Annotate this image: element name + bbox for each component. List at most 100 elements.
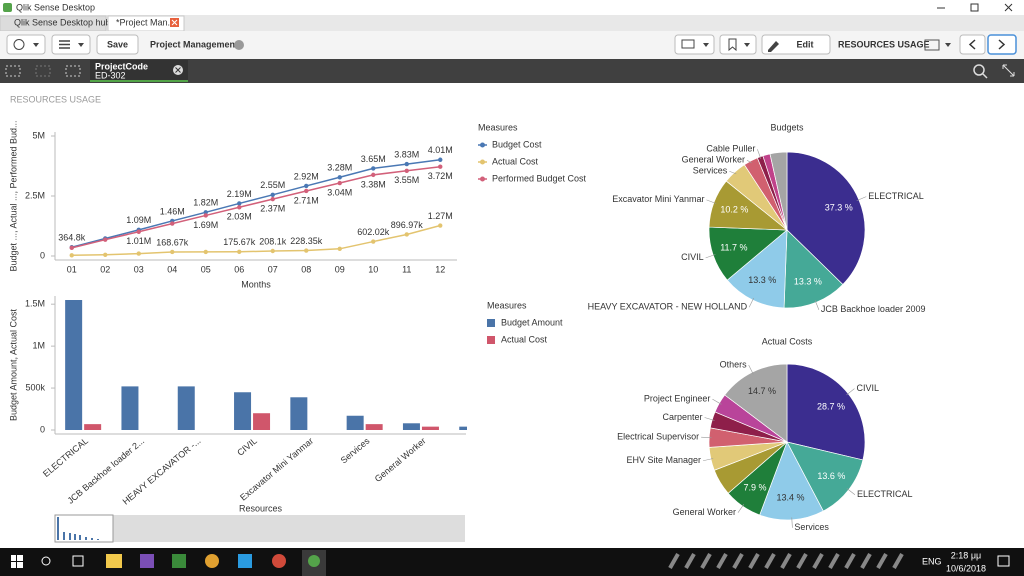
taskbar-app[interactable] <box>172 554 186 568</box>
legend-marker <box>480 142 485 148</box>
leader-line <box>704 417 715 421</box>
slice-value-label: 13.4 % <box>777 492 805 502</box>
bar <box>346 415 364 430</box>
legend-title: Measures <box>478 122 518 132</box>
data-point <box>237 205 242 210</box>
bar <box>421 426 439 430</box>
data-label: 168.67k <box>156 237 189 247</box>
prev-sheet[interactable] <box>959 34 986 55</box>
x-tick-label: 06 <box>234 264 244 274</box>
x-tick-label: Services <box>339 435 372 465</box>
slice-category-label: Others <box>720 359 748 369</box>
app-info[interactable] <box>234 40 244 50</box>
legend-swatch <box>487 336 495 344</box>
search[interactable] <box>973 64 985 76</box>
data-point <box>337 175 342 180</box>
data-label: 3.83M <box>394 149 419 159</box>
next-sheet[interactable] <box>987 34 1017 55</box>
slice-category-label: HEAVY EXCAVATOR - NEW HOLLAND <box>588 302 748 312</box>
window-title: Qlik Sense Desktop <box>16 2 95 12</box>
data-point <box>237 201 242 206</box>
data-point <box>69 253 74 258</box>
data-point <box>203 210 208 215</box>
tab-label: *Project Man... <box>116 17 175 27</box>
data-point <box>103 252 108 257</box>
icon <box>681 39 695 49</box>
slice-category-label: EHV Site Manager <box>627 455 702 465</box>
slice-category-label: General Worker <box>682 155 745 165</box>
data-point <box>304 248 309 253</box>
save-button[interactable] <box>96 34 139 55</box>
edit-button[interactable] <box>761 34 831 55</box>
leader-line <box>748 364 754 375</box>
app-name: Project Management <box>150 39 238 49</box>
slice-value-label: 7.9 % <box>743 483 766 493</box>
data-label: 3.28M <box>327 163 352 173</box>
x-tick-label: 05 <box>201 264 211 274</box>
sheet-title: RESOURCES USAGE <box>10 94 101 104</box>
data-label: 3.38M <box>361 179 386 189</box>
nav-button[interactable] <box>6 34 46 55</box>
slice-category-label: Project Engineer <box>644 394 711 404</box>
data-point <box>69 245 74 251</box>
legend-label: Budget Amount <box>501 317 563 327</box>
legend-label: Performed Budget Cost <box>492 173 587 183</box>
legend-label: Actual Cost <box>501 334 548 344</box>
tab-bar <box>0 15 1024 31</box>
leader-line <box>705 254 716 259</box>
chart-title: Actual Costs <box>762 336 813 346</box>
pie-slice <box>769 151 788 231</box>
data-point <box>438 164 443 169</box>
bar <box>365 424 383 430</box>
data-point <box>371 166 376 171</box>
taskbar-app[interactable] <box>272 554 286 568</box>
close[interactable] <box>1004 3 1013 12</box>
scrollbar[interactable] <box>55 515 465 542</box>
start-button[interactable] <box>11 555 23 568</box>
search-button[interactable] <box>41 556 51 566</box>
leader-line <box>729 170 737 175</box>
taskbar-app[interactable] <box>308 555 320 567</box>
taskbar-app[interactable] <box>140 554 154 568</box>
data-point <box>270 192 275 197</box>
y-axis-label: Budget Amount, Actual Cost <box>8 308 18 421</box>
x-tick-label: ELECTRICAL <box>41 436 90 479</box>
legend-label: Budget Cost <box>492 139 542 149</box>
data-point <box>371 172 376 178</box>
legend-title: Measures <box>487 300 527 310</box>
sheet-icon[interactable] <box>924 39 940 51</box>
selection-field: ProjectCode <box>95 61 148 71</box>
leader-line <box>737 504 745 513</box>
clock-date: 10/6/2018 <box>946 563 986 573</box>
slice-value-label: 13.3 % <box>748 275 776 285</box>
data-point <box>304 188 309 194</box>
slice-category-label: CIVIL <box>681 252 704 262</box>
slice-category-label: ELECTRICAL <box>857 489 913 499</box>
data-label: 2.92M <box>294 171 319 181</box>
data-point <box>371 239 376 244</box>
data-label: 2.55M <box>260 180 285 190</box>
x-tick-label: 11 <box>402 264 411 274</box>
fullscreen[interactable] <box>1002 64 1015 77</box>
notifications[interactable] <box>997 555 1010 567</box>
data-point <box>438 157 443 162</box>
slice-value-label: 11.7 % <box>720 243 747 253</box>
data-label: 1.09M <box>126 215 151 225</box>
bar <box>177 386 195 430</box>
restore[interactable] <box>970 3 979 12</box>
task-view[interactable] <box>72 555 84 567</box>
selection-chip[interactable] <box>90 60 188 82</box>
slice-value-label: 13.3 % <box>794 277 822 287</box>
bar <box>234 392 252 430</box>
list-button[interactable] <box>51 34 91 55</box>
bar <box>290 397 308 430</box>
icon <box>59 40 70 49</box>
data-label: 1.01M <box>126 236 151 246</box>
taskbar-app[interactable] <box>106 554 122 568</box>
taskbar-app[interactable] <box>238 554 252 568</box>
charts: 0 2.5M 5M Budget ..., Actual ..., Performed… <box>8 120 925 532</box>
taskbar-app[interactable] <box>205 554 219 568</box>
tray-icons[interactable] <box>668 553 904 569</box>
bookmark-button[interactable] <box>719 34 757 55</box>
leader-line <box>712 398 722 405</box>
